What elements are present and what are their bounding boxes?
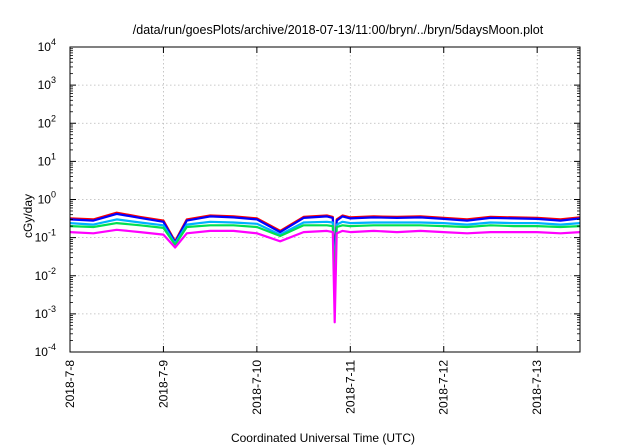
x-axis: 2018-7-8 2018-7-9 2018-7-10 2018-7-11 2018-7… [63, 47, 544, 415]
x-tick-label: 2018-7-11 [343, 360, 357, 414]
y-tick-label: 104 [38, 37, 56, 54]
y-tick-label: 10-4 [35, 342, 56, 359]
y-axis: 10-4 10-3 10-2 10-1 100 101 102 103 104 [35, 37, 580, 359]
y-tick-label: 10-3 [35, 304, 56, 321]
x-tick-label: 2018-7-13 [530, 360, 544, 415]
x-axis-label: Coordinated Universal Time (UTC) [231, 431, 415, 445]
y-tick-label: 100 [38, 190, 56, 207]
chart-grid [70, 47, 580, 352]
series-line-3 [69, 218, 581, 277]
x-tick-label: 2018-7-10 [250, 360, 264, 415]
x-tick-label: 2018-7-9 [156, 360, 170, 408]
y-tick-label: 103 [38, 75, 56, 92]
series-line-5 [69, 228, 581, 324]
y-tick-label: 102 [38, 113, 56, 130]
x-tick-label: 2018-7-8 [63, 360, 77, 408]
y-tick-label: 10-2 [35, 266, 56, 283]
x-tick-label: 2018-7-12 [437, 360, 451, 415]
y-tick-label: 10-1 [35, 228, 56, 245]
y-tick-label: 101 [38, 151, 56, 168]
series-layer [69, 211, 581, 324]
chart-title: /data/run/goesPlots/archive/2018-07-13/1… [133, 23, 544, 37]
y-axis-label: cGy/day [21, 194, 35, 238]
